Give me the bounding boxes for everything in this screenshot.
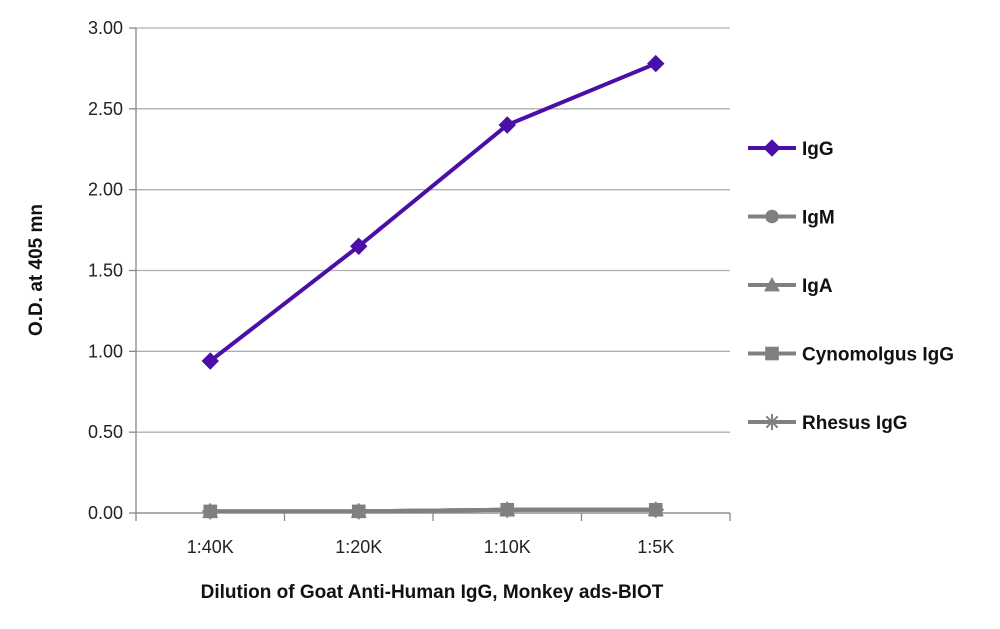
data-point xyxy=(500,502,515,517)
series-line xyxy=(209,61,657,363)
legend-marker xyxy=(764,277,780,292)
data-point xyxy=(647,54,665,73)
y-tick-label: 2.00 xyxy=(88,180,123,200)
legend-entry: IgG xyxy=(748,139,834,160)
series-igg xyxy=(201,54,665,370)
series-layer xyxy=(201,54,665,520)
x-axis-title: Dilution of Goat Anti-Human IgG, Monkey … xyxy=(201,582,664,603)
legend-marker xyxy=(764,414,780,430)
x-tick-label: 1:10K xyxy=(484,537,531,557)
y-tick-label: 3.00 xyxy=(88,18,123,38)
data-point xyxy=(201,352,219,370)
legend-marker xyxy=(763,139,781,157)
legend-label: IgG xyxy=(802,139,834,160)
legend-entry: IgA xyxy=(748,276,833,297)
y-tick-label: 1.00 xyxy=(88,341,123,361)
y-tick-label: 0.50 xyxy=(88,422,123,442)
gridlines xyxy=(136,27,730,514)
y-tick-label: 0.00 xyxy=(88,503,123,523)
legend-entry: Rhesus IgG xyxy=(748,413,908,434)
legend-label: IgA xyxy=(802,276,833,297)
data-point xyxy=(203,504,218,519)
legend-label: Rhesus IgG xyxy=(802,413,908,434)
series-igm xyxy=(203,502,663,519)
legend-marker xyxy=(765,209,779,224)
data-point xyxy=(350,237,368,255)
legend-label: IgM xyxy=(802,208,835,229)
y-axis: 0.00 0.50 1.00 1.50 2.00 2.50 3.00 xyxy=(88,18,137,523)
data-point xyxy=(351,504,366,519)
x-tick-label: 1:5K xyxy=(637,537,674,557)
x-axis: 1:40K 1:20K 1:10K 1:5K xyxy=(135,512,731,557)
y-tick-label: 1.50 xyxy=(88,261,123,281)
y-tick-label: 2.50 xyxy=(88,99,123,119)
legend: IgG IgM IgA Cynomolgus IgG Rhesus IgG xyxy=(748,139,954,434)
series-line xyxy=(210,507,656,514)
x-tick-label: 1:20K xyxy=(335,537,382,557)
x-tick-label: 1:40K xyxy=(187,537,234,557)
y-axis-title: O.D. at 405 mn xyxy=(26,204,47,336)
legend-label: Cynomolgus IgG xyxy=(802,345,954,366)
legend-entry: IgM xyxy=(748,208,835,229)
data-point xyxy=(648,502,663,517)
legend-entry: Cynomolgus IgG xyxy=(748,345,954,366)
data-point xyxy=(498,116,516,134)
legend-marker xyxy=(765,346,779,361)
